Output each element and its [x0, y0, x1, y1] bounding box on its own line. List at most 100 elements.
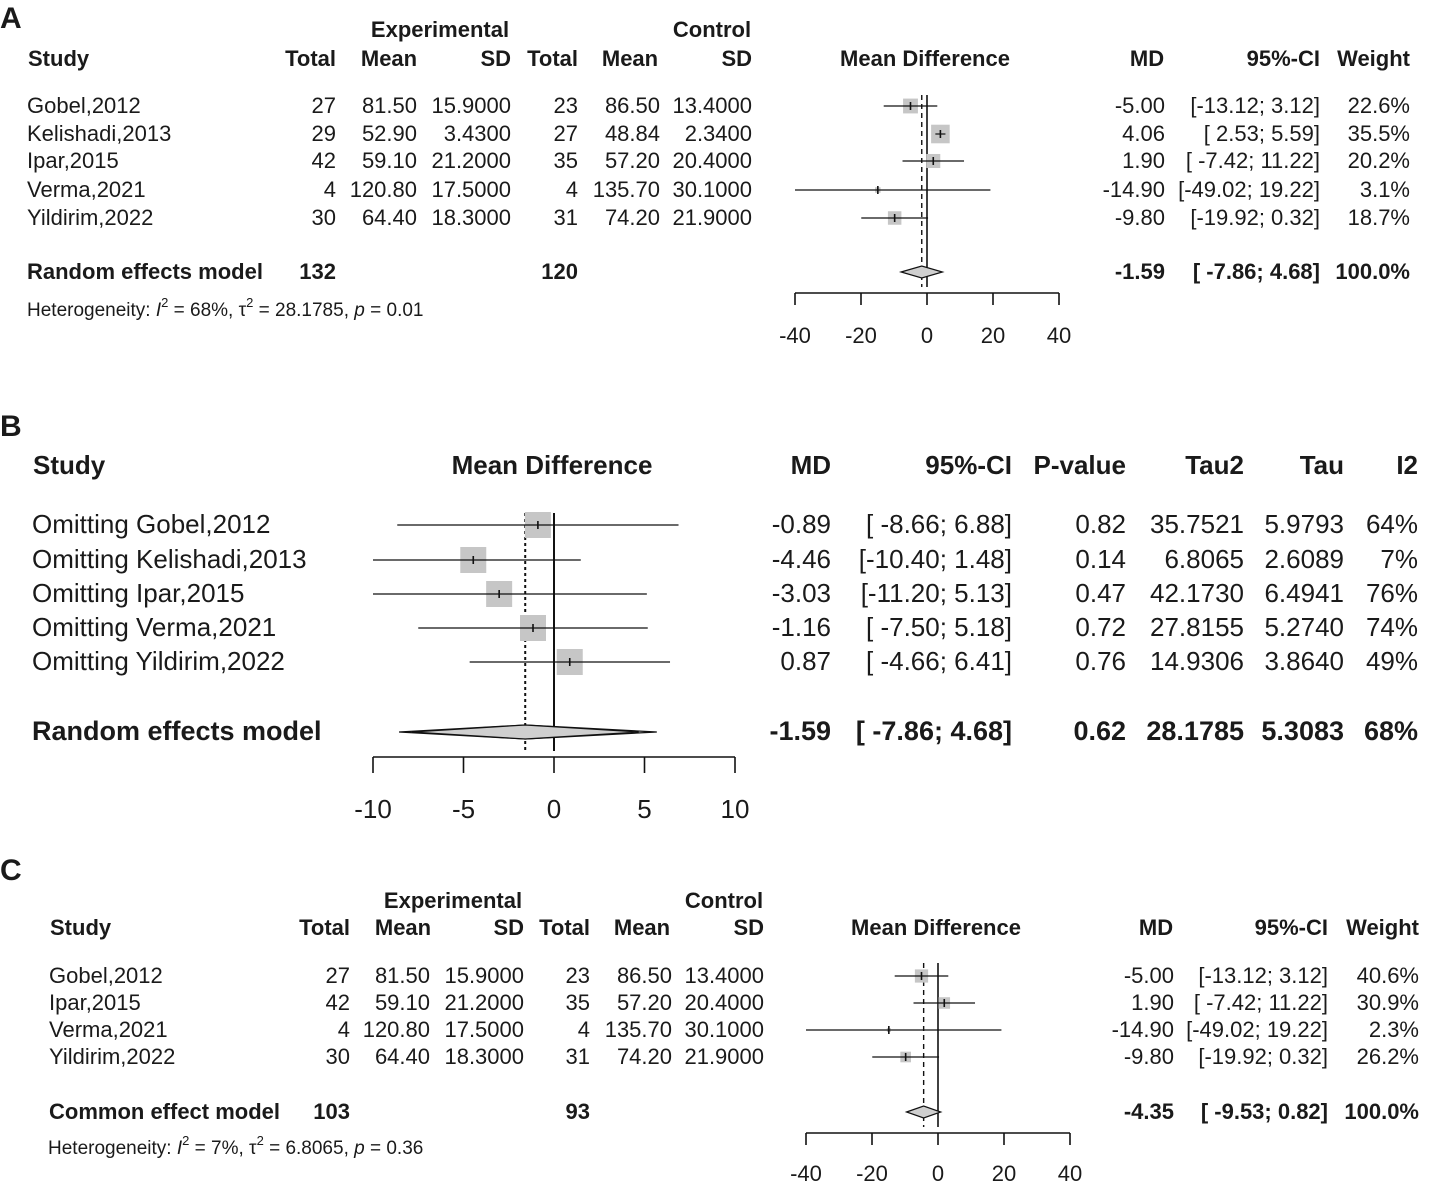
experimental-sd: 3.4300 [444, 121, 511, 146]
experimental-mean: 120.80 [363, 1017, 430, 1042]
pooled-i2-value: 68% [1364, 716, 1418, 746]
control-mean: 135.70 [605, 1017, 672, 1042]
i2-value: 49% [1366, 646, 1418, 676]
md-value: -9.80 [1124, 1044, 1174, 1069]
weight-value: 2.3% [1369, 1017, 1419, 1042]
x-tick-label: -40 [779, 323, 811, 348]
col-header-i2: I2 [1396, 450, 1418, 480]
control-sd: 21.9000 [672, 205, 752, 230]
study-mark [373, 547, 581, 573]
pooled-experimental-total: 103 [313, 1099, 350, 1124]
col-header-c-total: Total [539, 915, 590, 940]
i2-value: 64% [1366, 509, 1418, 539]
col-header-c-mean: Mean [614, 915, 670, 940]
col-header-c-mean: Mean [602, 46, 658, 71]
pooled-weight-value: 100.0% [1344, 1099, 1419, 1124]
p-value: 0.82 [1075, 509, 1126, 539]
md-value: -0.89 [772, 509, 831, 539]
panel-c-label: C [0, 854, 22, 887]
pooled-control-total: 120 [541, 259, 578, 284]
col-header-ci: 95%-CI [925, 450, 1012, 480]
experimental-mean: 81.50 [375, 963, 430, 988]
experimental-mean: 120.80 [350, 177, 417, 202]
weight-value: 18.7% [1348, 205, 1410, 230]
x-tick-label: 0 [547, 794, 561, 824]
col-header-mean-difference: Mean Difference [452, 450, 653, 480]
heterogeneity-text: Heterogeneity: I2 = 68%, τ2 = 28.1785, p… [27, 295, 423, 321]
col-header-e-mean: Mean [361, 46, 417, 71]
col-header-c-total: Total [527, 46, 578, 71]
md-value: 1.90 [1131, 990, 1174, 1015]
control-total: 31 [566, 1044, 590, 1069]
md-value: 1.90 [1122, 148, 1165, 173]
x-tick-label: -20 [845, 323, 877, 348]
weight-value: 22.6% [1348, 93, 1410, 118]
x-tick-label: 10 [721, 794, 750, 824]
study-name: Ipar,2015 [27, 148, 119, 173]
control-sd: 20.4000 [672, 148, 752, 173]
col-header-weight: Weight [1337, 46, 1411, 71]
experimental-total: 30 [312, 205, 336, 230]
col-header-p-value: P-value [1034, 450, 1127, 480]
study-rows: Gobel,2012 27 81.50 15.9000 23 86.50 13.4000 -5… [27, 93, 1410, 284]
tau2-value: 42.1730 [1150, 578, 1244, 608]
ci-value: [ -7.42; 11.22] [1194, 990, 1328, 1015]
md-value: -3.03 [772, 578, 831, 608]
control-sd: 13.4000 [684, 963, 764, 988]
pooled-diamond [898, 265, 945, 279]
study-mark [894, 969, 949, 983]
md-value: -14.90 [1112, 1017, 1174, 1042]
study-rows: Gobel,2012 27 81.50 15.9000 23 86.50 13.4000 -5… [49, 963, 1419, 1124]
x-tick-label: 0 [932, 1161, 944, 1186]
experimental-sd: 21.2000 [444, 990, 524, 1015]
tau2-value: 14.9306 [1150, 646, 1244, 676]
pooled-tau2-value: 28.1785 [1146, 716, 1244, 746]
col-header-tau: Tau [1300, 450, 1344, 480]
control-sd: 2.3400 [685, 121, 752, 146]
study-name: Omitting Yildirim,2022 [32, 646, 285, 676]
col-header-md: MD [1139, 915, 1173, 940]
study-mark [883, 98, 938, 114]
ci-value: [ -8.66; 6.88] [866, 509, 1012, 539]
control-mean: 57.20 [605, 148, 660, 173]
pooled-p-value: 0.62 [1073, 716, 1126, 746]
x-tick-label: -5 [452, 794, 475, 824]
pooled-md-value: -1.59 [1115, 259, 1165, 284]
weight-value: 35.5% [1348, 121, 1410, 146]
study-mark [861, 211, 929, 225]
experimental-sd: 18.3000 [444, 1044, 524, 1069]
ci-value: [-19.92; 0.32] [1198, 1044, 1328, 1069]
ci-value: [-49.02; 19.22] [1178, 177, 1320, 202]
col-header-weight: Weight [1346, 915, 1420, 940]
ci-value: [-11.20; 5.13] [861, 578, 1012, 608]
study-name: Yildirim,2022 [27, 205, 153, 230]
control-sd: 20.4000 [684, 990, 764, 1015]
study-rows: Omitting Gobel,2012 -0.89 [ -8.66; 6.88] 0.… [32, 509, 1418, 746]
control-total: 23 [566, 963, 590, 988]
study-mark [397, 512, 679, 538]
i2-value: 76% [1366, 578, 1418, 608]
panel-b: B Study Mean Difference MD 95%-CI P-valu… [0, 410, 1418, 824]
weight-value: 3.1% [1360, 177, 1410, 202]
col-header-e-total: Total [285, 46, 336, 71]
pooled-md-value: -1.59 [769, 716, 831, 746]
plot-area: -40 -20 0 20 40 [779, 95, 1071, 348]
pooled-ci-value: [ -9.53; 0.82] [1201, 1099, 1328, 1124]
col-header-e-sd: SD [493, 915, 524, 940]
md-value: -4.46 [772, 544, 831, 574]
x-tick-label: 40 [1058, 1161, 1082, 1186]
pooled-ci-value: [ -7.86; 4.68] [1193, 259, 1320, 284]
x-tick-label: 20 [992, 1161, 1016, 1186]
col-header-md: MD [791, 450, 831, 480]
study-mark [806, 1026, 1002, 1034]
control-total: 4 [566, 177, 578, 202]
heterogeneity-text: Heterogeneity: I2 = 7%, τ2 = 6.8065, p =… [48, 1133, 423, 1159]
col-header-c-sd: SD [733, 915, 764, 940]
control-total: 23 [554, 93, 578, 118]
pooled-tau-value: 5.3083 [1261, 716, 1344, 746]
plot-area: -40 -20 0 20 40 [790, 963, 1082, 1186]
control-total: 35 [566, 990, 590, 1015]
study-mark [795, 186, 991, 194]
pooled-diamond [411, 724, 639, 740]
experimental-mean: 81.50 [362, 93, 417, 118]
